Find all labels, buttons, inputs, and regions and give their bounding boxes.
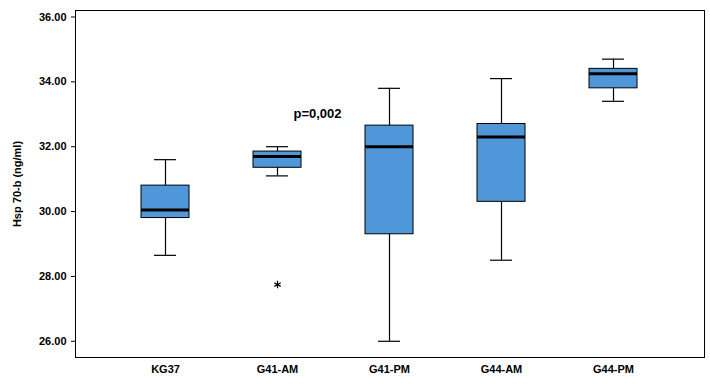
svg-text:26.00: 26.00 — [39, 335, 67, 347]
svg-text:32.00: 32.00 — [39, 140, 67, 152]
svg-text:34.00: 34.00 — [39, 75, 67, 87]
svg-text:Hsp 70-b (ng/ml): Hsp 70-b (ng/ml) — [11, 141, 23, 228]
svg-text:p=0,002: p=0,002 — [293, 106, 341, 121]
svg-text:KG37: KG37 — [151, 363, 180, 375]
svg-text:G44-AM: G44-AM — [481, 363, 523, 375]
svg-text:30.00: 30.00 — [39, 205, 67, 217]
svg-text:28.00: 28.00 — [39, 270, 67, 282]
svg-text:G41-PM: G41-PM — [369, 363, 410, 375]
svg-text:G41-AM: G41-AM — [257, 363, 299, 375]
svg-text:36.00: 36.00 — [39, 11, 67, 23]
svg-text:G44-PM: G44-PM — [593, 363, 634, 375]
